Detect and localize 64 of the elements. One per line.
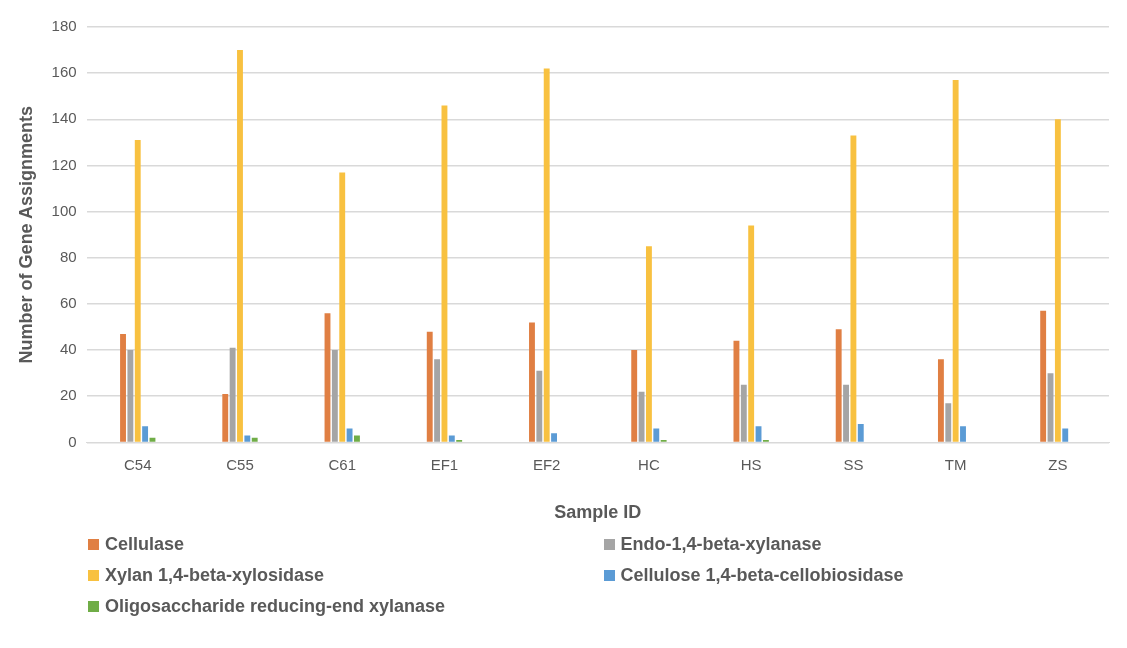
bar	[434, 359, 441, 442]
x-tick-label: C54	[123, 455, 152, 473]
bar	[448, 435, 455, 442]
y-tick-label: 0	[68, 432, 77, 450]
bar	[843, 384, 849, 442]
x-tick-label: HC	[638, 455, 660, 473]
bar	[543, 68, 550, 442]
y-tick-label: 60	[59, 294, 77, 312]
bar	[142, 426, 149, 442]
bar	[237, 50, 243, 442]
bar	[638, 391, 645, 442]
bar	[1062, 428, 1069, 442]
x-tick-label: TM	[944, 455, 967, 473]
bar	[631, 350, 638, 442]
bar	[127, 350, 134, 442]
bar	[229, 347, 236, 442]
bar	[960, 426, 966, 442]
x-tick-label: C61	[328, 455, 356, 473]
bar	[952, 80, 959, 442]
y-tick-label: 160	[51, 63, 77, 81]
bar	[346, 428, 353, 442]
legend-label: Cellulose 1,4-beta-cellobiosidase	[620, 565, 904, 586]
bar	[244, 435, 251, 442]
y-tick-label: 140	[51, 109, 77, 127]
y-tick-label: 100	[51, 201, 77, 219]
y-tick-label: 180	[51, 17, 77, 35]
y-tick-label: 20	[59, 386, 77, 404]
bar	[1054, 119, 1061, 442]
x-tick-label: SS	[843, 455, 864, 473]
bar	[945, 403, 952, 442]
bar	[748, 225, 755, 442]
y-tick-label: 40	[59, 340, 77, 358]
legend-label: Xylan 1,4-beta-xylosidase	[105, 565, 325, 586]
legend-label: Oligosaccharide reducing-end xylanase	[105, 596, 446, 617]
bar	[937, 359, 944, 442]
x-tick-label: EF2	[532, 455, 561, 473]
bar	[251, 437, 258, 442]
x-tick-label: ZS	[1048, 455, 1068, 473]
y-axis-title: Number of Gene Assignments	[15, 106, 36, 364]
y-tick-label: 120	[51, 155, 77, 173]
bar	[354, 435, 360, 442]
bar	[339, 172, 346, 442]
bar	[134, 140, 141, 442]
x-tick-label: EF1	[430, 455, 459, 473]
legend-label: Cellulase	[105, 534, 185, 555]
bar	[740, 384, 747, 442]
y-tick-label: 80	[59, 247, 77, 265]
legend-label: Endo-1,4-beta-xylanase	[620, 534, 822, 555]
bar	[426, 331, 433, 442]
x-tick-label: C55	[226, 455, 254, 473]
bar	[850, 135, 857, 442]
x-tick-label: HS	[740, 455, 762, 473]
bar	[1040, 310, 1047, 442]
bar	[835, 329, 842, 442]
bar	[645, 246, 652, 442]
bar	[529, 322, 535, 442]
bar	[536, 370, 543, 442]
bar	[120, 333, 126, 442]
bar	[653, 428, 660, 442]
bar	[331, 350, 338, 442]
bar	[551, 433, 557, 442]
bar	[222, 393, 229, 442]
bar	[857, 423, 864, 442]
x-axis-title: Sample ID	[554, 502, 642, 523]
